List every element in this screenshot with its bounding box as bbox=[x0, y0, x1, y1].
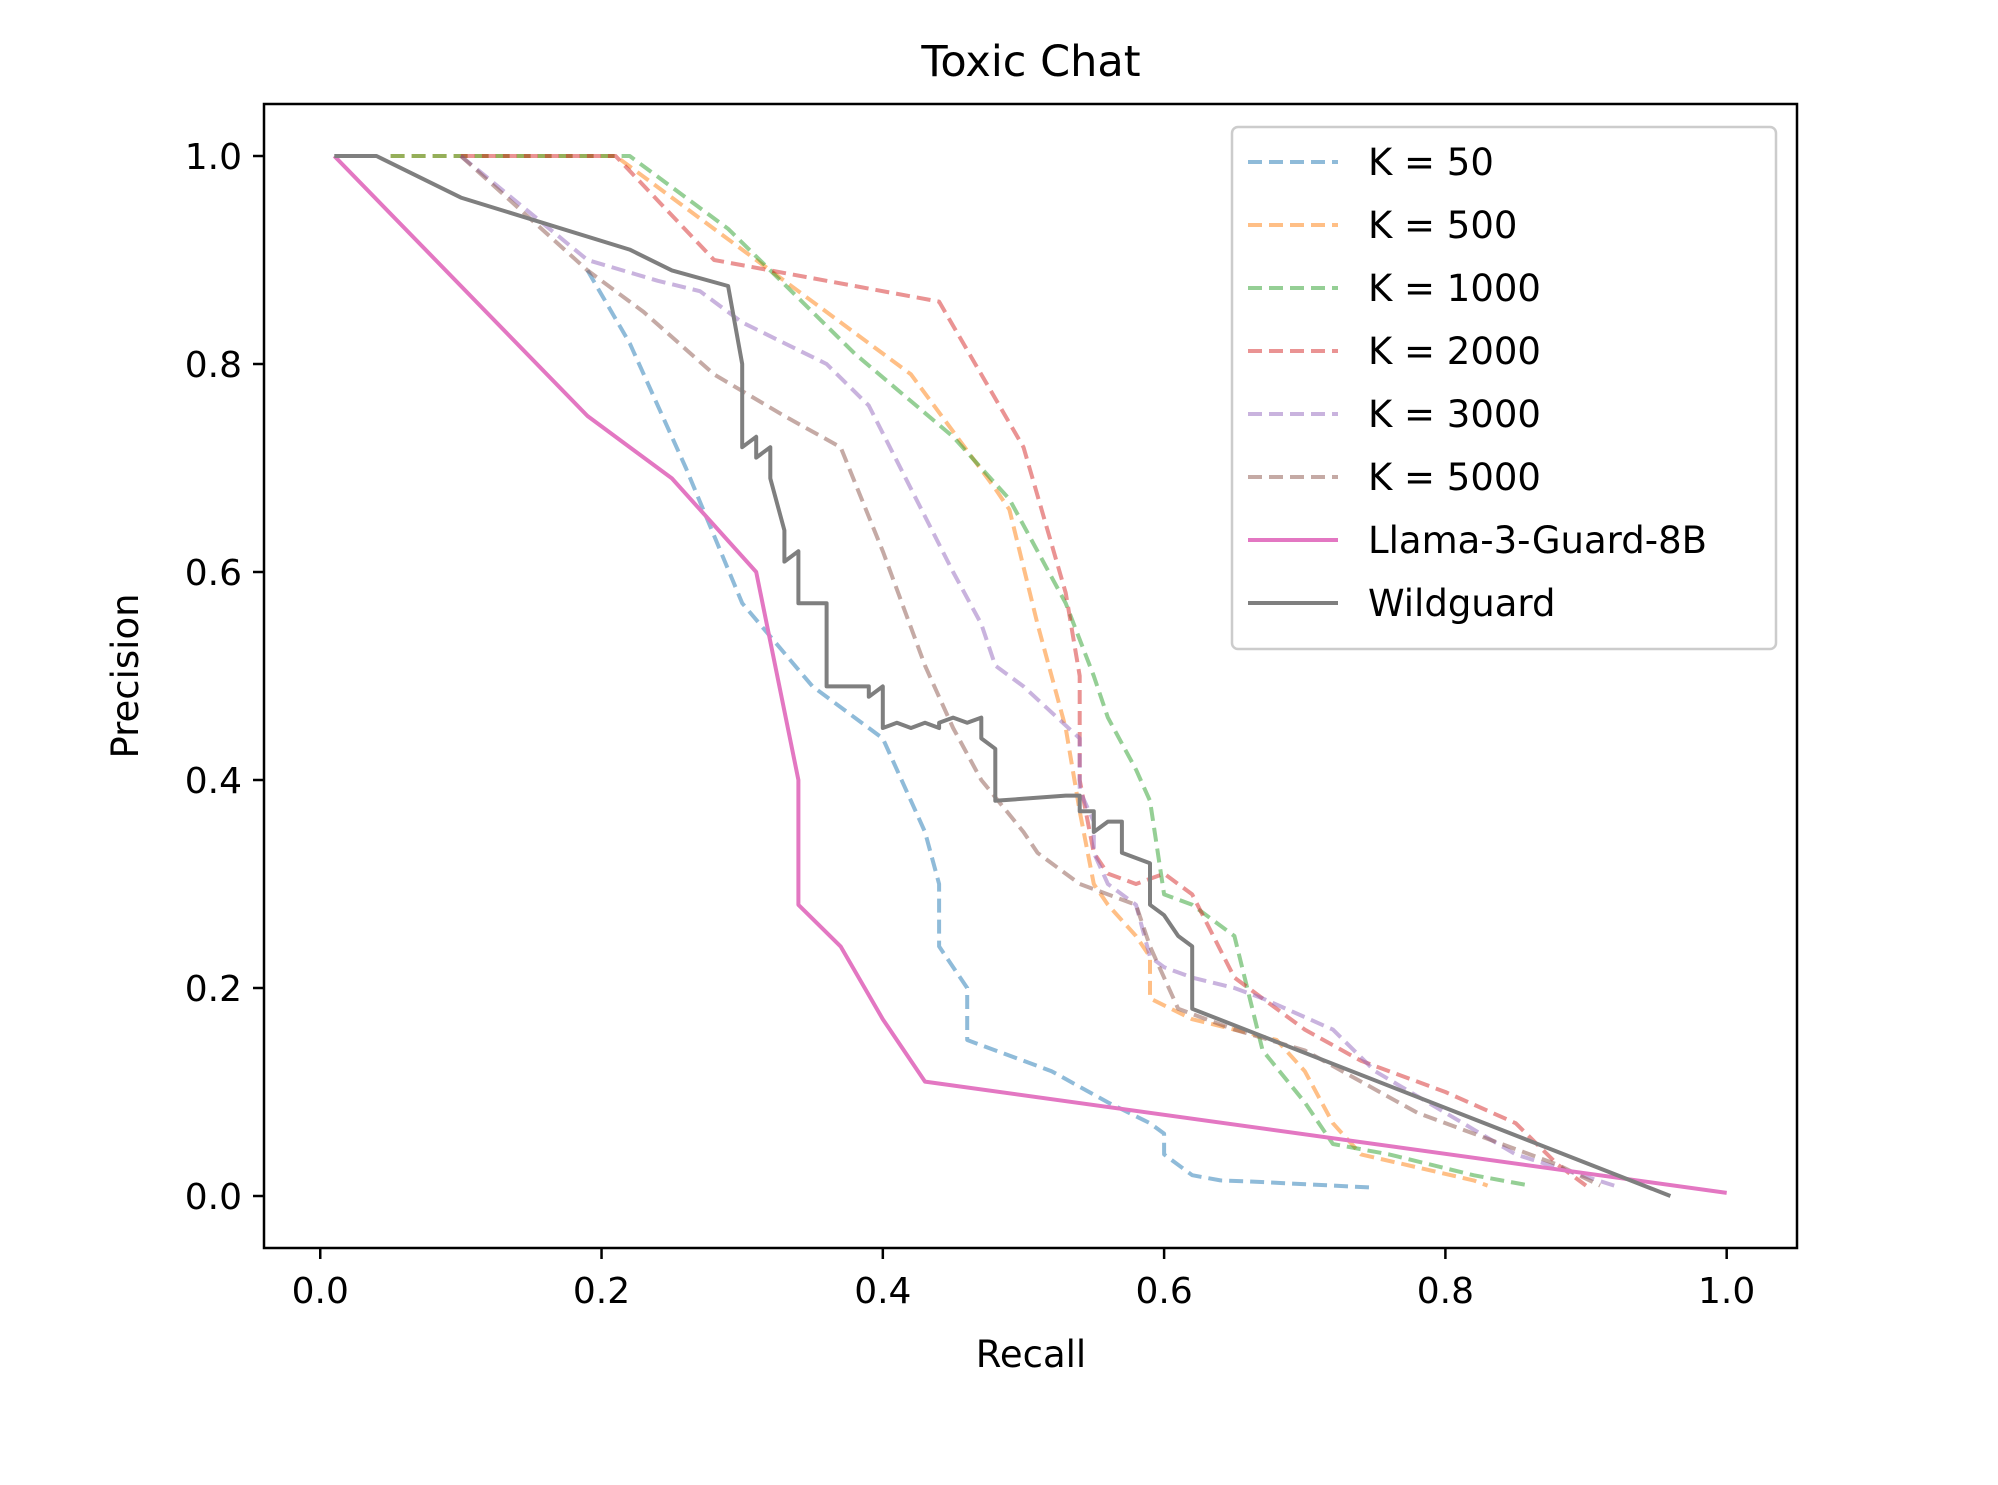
x-axis-label: Recall bbox=[976, 1333, 1086, 1376]
legend-label-6: Llama-3-Guard-8B bbox=[1368, 519, 1707, 562]
y-tick-label: 1.0 bbox=[185, 137, 242, 178]
x-axis: 0.0 0.2 0.4 0.6 0.8 1.0 bbox=[292, 1248, 1755, 1312]
legend-label-2: K = 1000 bbox=[1368, 267, 1541, 310]
legend: K = 50 K = 500 K = 1000 K = 2000 K = 3000 K =… bbox=[1230, 125, 1778, 651]
plot-frame bbox=[262, 102, 1799, 1250]
x-tick-label: 0.4 bbox=[854, 1271, 911, 1312]
legend-label-5: K = 5000 bbox=[1368, 456, 1541, 499]
series-line-0 bbox=[585, 269, 1376, 1190]
series-line-7 bbox=[334, 154, 1672, 1198]
series-line-5 bbox=[459, 154, 1601, 1188]
series-line-3 bbox=[460, 154, 1588, 1188]
y-tick-label: 0.6 bbox=[185, 553, 242, 594]
y-tick-label: 0.2 bbox=[185, 969, 242, 1010]
series-line-6 bbox=[332, 154, 1727, 1195]
series-line-4 bbox=[459, 154, 1615, 1188]
chart-title: Toxic Chat bbox=[920, 37, 1140, 87]
legend-box bbox=[1230, 125, 1778, 651]
y-axis-label: Precision bbox=[104, 593, 147, 758]
legend-label-3: K = 2000 bbox=[1368, 330, 1541, 373]
y-tick-label: 0.8 bbox=[185, 345, 242, 386]
plot-lines bbox=[332, 154, 1727, 1198]
legend-label-4: K = 3000 bbox=[1368, 393, 1541, 436]
series-line-1 bbox=[390, 154, 1489, 1188]
y-axis: 0.0 0.2 0.4 0.6 0.8 1.0 bbox=[185, 137, 264, 1218]
x-tick-label: 0.2 bbox=[573, 1271, 630, 1312]
legend-label-0: K = 50 bbox=[1368, 141, 1494, 184]
x-tick-label: 0.0 bbox=[292, 1271, 349, 1312]
x-tick-label: 1.0 bbox=[1698, 1271, 1755, 1312]
y-tick-label: 0.0 bbox=[185, 1177, 242, 1218]
x-tick-label: 0.8 bbox=[1417, 1271, 1474, 1312]
x-tick-label: 0.6 bbox=[1135, 1271, 1192, 1312]
legend-label-7: Wildguard bbox=[1368, 582, 1555, 625]
legend-label-1: K = 500 bbox=[1368, 204, 1517, 247]
y-tick-label: 0.4 bbox=[185, 761, 242, 802]
